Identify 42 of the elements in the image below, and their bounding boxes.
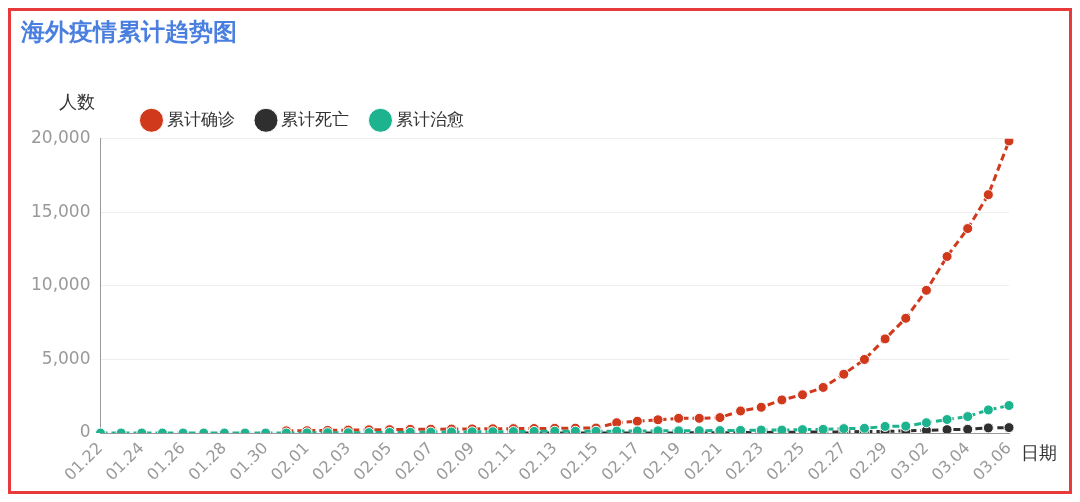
chart-title: 海外疫情累计趋势图: [20, 17, 237, 46]
point: [900, 420, 912, 432]
point: [858, 422, 870, 434]
point: [1003, 422, 1015, 434]
point: [962, 423, 974, 434]
point: [735, 405, 747, 417]
point: [879, 420, 891, 432]
point: [817, 381, 829, 393]
point: [941, 414, 953, 425]
point: [1003, 400, 1015, 412]
point: [693, 412, 705, 424]
point: [858, 353, 870, 365]
point: [797, 389, 809, 401]
point: [982, 189, 994, 201]
point: [776, 394, 788, 406]
point: [962, 223, 974, 235]
y-tick-label: 20,000: [31, 127, 91, 148]
y-tick-label: 10,000: [31, 274, 91, 295]
point: [879, 333, 891, 345]
point: [755, 401, 767, 413]
point: [920, 284, 932, 296]
y-tick-label: 15,000: [31, 200, 91, 221]
point: [838, 368, 850, 380]
point: [962, 411, 974, 423]
legend-label: 累计死亡: [281, 108, 350, 129]
legend-label: 累计确诊: [166, 108, 235, 129]
point: [631, 415, 643, 427]
x-axis-title: 日期: [1021, 441, 1057, 463]
point: [673, 412, 685, 424]
point: [652, 414, 664, 426]
legend-label: 累计治愈: [395, 108, 464, 129]
point: [900, 312, 912, 324]
y-tick-label: 5,000: [41, 347, 91, 368]
point: [714, 412, 726, 424]
y-axis-title: 人数: [59, 91, 96, 113]
y-tick-label: 0: [79, 421, 91, 442]
point: [982, 404, 994, 416]
point: [941, 250, 953, 262]
point: [941, 424, 953, 434]
point: [920, 417, 932, 429]
point: [1003, 138, 1015, 147]
point: [982, 422, 994, 434]
